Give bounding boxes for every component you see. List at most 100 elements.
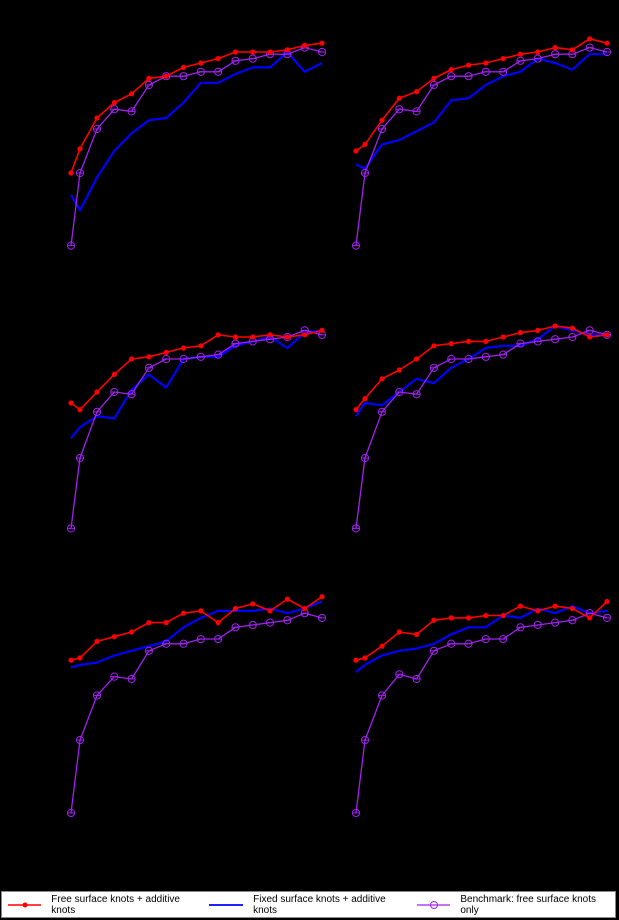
series-line [70, 612, 323, 814]
panel-5 [66, 594, 327, 818]
data-point [94, 389, 100, 395]
data-point [431, 617, 437, 623]
data-point [267, 608, 273, 614]
data-point [111, 100, 117, 106]
blue-line-icon [209, 903, 244, 906]
panels-group [66, 36, 612, 818]
legend-item-fixed: Fixed surface knots + additive knots [209, 894, 410, 916]
data-point [552, 45, 558, 51]
data-point [163, 73, 169, 79]
data-point [77, 407, 83, 413]
data-point [198, 343, 204, 349]
data-point [500, 56, 506, 62]
data-point [68, 400, 74, 406]
data-point [483, 612, 489, 619]
data-point [396, 629, 402, 635]
data-point [215, 620, 221, 626]
legend-item-benchmark: Benchmark: free surface knots only [416, 894, 615, 916]
data-point [302, 332, 308, 338]
panel-2 [351, 36, 612, 250]
data-point [111, 371, 117, 377]
data-point [250, 49, 256, 55]
data-point [535, 49, 541, 55]
data-point [353, 407, 359, 413]
data-point [68, 170, 74, 176]
data-point [163, 620, 169, 626]
series-line [70, 329, 323, 411]
panel-1 [66, 40, 327, 250]
data-point [569, 47, 575, 53]
data-point [267, 49, 273, 55]
data-point [604, 332, 610, 338]
data-point [414, 356, 420, 362]
series-line [355, 324, 607, 417]
data-point [94, 115, 100, 121]
data-point [535, 327, 541, 333]
data-point [198, 60, 204, 66]
data-point [77, 655, 83, 661]
data-point [250, 601, 256, 607]
data-point [569, 605, 575, 612]
data-point [362, 141, 368, 147]
data-point [232, 49, 239, 55]
data-point [500, 334, 506, 340]
data-point [379, 643, 385, 649]
series-line [355, 53, 607, 170]
series-line [355, 325, 608, 411]
data-point [146, 75, 152, 81]
data-point [465, 62, 472, 68]
legend: Free surface knots + additive knots Fixe… [1, 891, 616, 918]
panel-4 [351, 323, 612, 533]
data-point [146, 354, 152, 360]
panel-3 [66, 326, 327, 533]
data-point [483, 338, 489, 344]
series-line [355, 46, 608, 246]
series-line [355, 37, 608, 152]
series-line [70, 596, 323, 661]
data-point [129, 91, 135, 97]
data-point [465, 615, 472, 621]
data-point [232, 334, 239, 340]
data-point [379, 376, 385, 382]
series-line [70, 600, 323, 669]
data-point [448, 67, 454, 73]
data-point [284, 47, 290, 53]
data-point [604, 598, 610, 605]
series-line [70, 50, 323, 212]
data-point [396, 367, 402, 373]
data-point [111, 634, 117, 640]
data-point [163, 349, 169, 355]
data-point [302, 42, 308, 49]
series-line [355, 329, 608, 529]
data-point [77, 146, 83, 152]
data-point [517, 51, 524, 57]
data-point [302, 605, 308, 612]
data-point [198, 608, 204, 614]
data-point [68, 657, 74, 663]
data-point [552, 603, 558, 609]
legend-label-free: Free surface knots + additive knots [51, 893, 180, 916]
data-point [319, 327, 325, 333]
data-point [414, 89, 420, 95]
data-point [353, 148, 359, 154]
series-line [355, 600, 608, 661]
data-point [215, 332, 221, 338]
data-point [483, 60, 489, 66]
data-point [180, 345, 187, 351]
data-point [604, 40, 610, 46]
data-point [465, 338, 472, 344]
series-line [355, 612, 608, 814]
data-point [535, 608, 541, 614]
red-dot-line-icon [8, 902, 42, 907]
data-point [129, 356, 135, 362]
data-point [552, 323, 558, 329]
data-point [267, 332, 273, 338]
legend-label-fixed: Fixed surface knots + additive knots [253, 893, 386, 916]
data-point [414, 631, 420, 637]
series-line [70, 329, 323, 529]
data-point [448, 615, 454, 621]
data-point [396, 95, 402, 101]
series-line [355, 604, 608, 673]
